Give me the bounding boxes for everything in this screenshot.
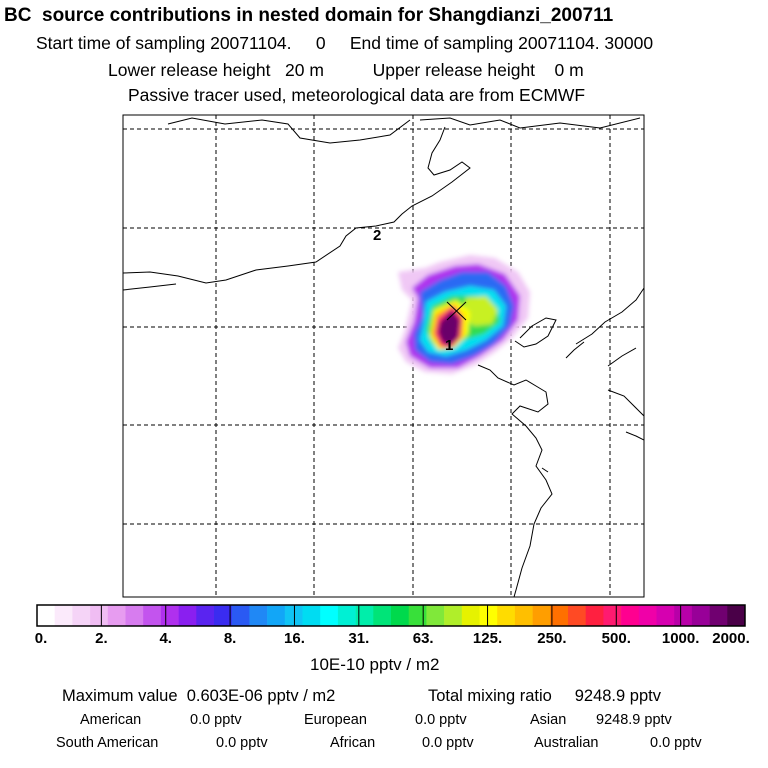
colorbar-tick-label: 1000.	[661, 630, 700, 647]
asian-label: Asian	[530, 712, 567, 728]
colorbar-swatch	[160, 605, 179, 626]
colorbar-tick-label: 2.	[95, 630, 108, 647]
colorbar-swatch	[302, 605, 321, 626]
sampling-time-line: Start time of sampling 20071104. 0 End t…	[36, 33, 654, 53]
colorbar-tick-label: 31.	[348, 630, 370, 647]
colorbar-tick-label: 0.	[34, 630, 48, 647]
colorbar-tick-label: 8.	[223, 630, 237, 647]
colorbar-swatch	[444, 605, 463, 626]
colorbar-unit-label: 10E-10 pptv / m2	[310, 655, 440, 674]
colorbar-swatch	[585, 605, 604, 626]
colorbar-frame	[36, 604, 746, 627]
colorbar-swatch	[550, 605, 569, 626]
colorbar-swatch	[125, 605, 144, 626]
colorbar-swatch	[231, 605, 250, 626]
colorbar-tick-label: 250.	[537, 630, 567, 647]
plot-title: BC source contributions in nested domain…	[4, 5, 614, 26]
coastline	[541, 467, 549, 473]
colorbar-swatch	[674, 605, 693, 626]
colorbar-swatch	[603, 605, 622, 626]
coastline	[123, 283, 177, 291]
colorbar-swatch	[249, 605, 268, 626]
coastline	[575, 287, 644, 345]
colorbar-swatch	[355, 605, 374, 626]
coastline	[514, 317, 557, 348]
coastline	[565, 341, 585, 359]
south-american-value: 0.0 pptv	[216, 735, 268, 751]
american-value: 0.0 pptv	[190, 712, 242, 728]
colorbar-swatch	[621, 605, 640, 626]
colorbar-swatch	[391, 605, 409, 626]
colorbar-swatch	[408, 605, 427, 626]
colorbar-swatch	[196, 605, 215, 626]
colorbar-tick-label: 63.	[412, 630, 434, 647]
coastline	[477, 364, 553, 597]
south-american-label: South American	[56, 735, 159, 751]
colorbar-tick-label: 500.	[601, 630, 631, 647]
colorbar-swatch	[638, 605, 657, 626]
australian-label: Australian	[534, 735, 599, 751]
coastlines	[123, 117, 644, 597]
african-value: 0.0 pptv	[422, 735, 474, 751]
map-frame	[122, 114, 645, 598]
coastline	[167, 117, 411, 144]
colorbar-swatch	[373, 605, 392, 626]
coastline	[607, 347, 637, 367]
colorbar-swatch	[337, 605, 356, 626]
marker-label-2: 2	[373, 227, 381, 244]
colorbar-swatch	[709, 605, 728, 626]
colorbar-swatch	[320, 605, 339, 626]
african-label: African	[330, 735, 376, 751]
marker-label-1: 1	[445, 337, 453, 354]
colorbar-swatch	[284, 605, 303, 626]
colorbar-swatch	[107, 605, 126, 626]
colorbar-swatch	[37, 605, 55, 626]
colorbar-swatch	[727, 605, 746, 626]
colorbar-swatch	[214, 605, 232, 626]
colorbar-tick-label: 2000.	[712, 630, 750, 647]
asian-value: 9248.9 pptv	[596, 712, 672, 728]
coastline	[607, 389, 644, 417]
total-mixing-ratio-label: Total mixing ratio 9248.9 pptv	[428, 687, 661, 705]
colorbar-swatch	[532, 605, 551, 626]
american-label: American	[80, 712, 142, 728]
tracer-info-line: Passive tracer used, meteorological data…	[128, 85, 586, 105]
receptor-site-marker	[446, 301, 467, 321]
colorbar-swatch	[72, 605, 91, 626]
colorbar-swatch	[461, 605, 480, 626]
australian-value: 0.0 pptv	[650, 735, 702, 751]
colorbar-swatch	[497, 605, 516, 626]
colorbar-swatch	[568, 605, 586, 626]
colorbar-swatch	[178, 605, 197, 626]
colorbar-tick-label: 4.	[159, 630, 172, 647]
colorbar-swatch	[54, 605, 73, 626]
colorbar-swatch	[514, 605, 533, 626]
european-value: 0.0 pptv	[415, 712, 467, 728]
maximum-value-label: Maximum value 0.603E-06 pptv / m2	[62, 687, 336, 705]
map-gridlines	[123, 115, 644, 597]
colorbar-swatch	[656, 605, 675, 626]
release-height-line: Lower release height 20 m Upper release …	[108, 60, 584, 80]
coastline	[419, 117, 641, 129]
colorbar-swatch	[691, 605, 710, 626]
coastline	[123, 126, 471, 284]
colorbar	[36, 604, 746, 627]
plume-yellow-green	[462, 296, 498, 326]
colorbar-swatch	[267, 605, 286, 626]
colorbar-swatch	[143, 605, 162, 626]
coastline	[625, 431, 644, 441]
colorbar-tick-label: 16.	[284, 630, 305, 647]
colorbar-swatch	[479, 605, 498, 626]
colorbar-swatch	[426, 605, 445, 626]
colorbar-swatch	[90, 605, 109, 626]
concentration-plume	[398, 255, 530, 374]
plume-core	[438, 310, 460, 346]
colorbar-tick-label: 125.	[472, 630, 503, 647]
european-label: European	[304, 712, 367, 728]
